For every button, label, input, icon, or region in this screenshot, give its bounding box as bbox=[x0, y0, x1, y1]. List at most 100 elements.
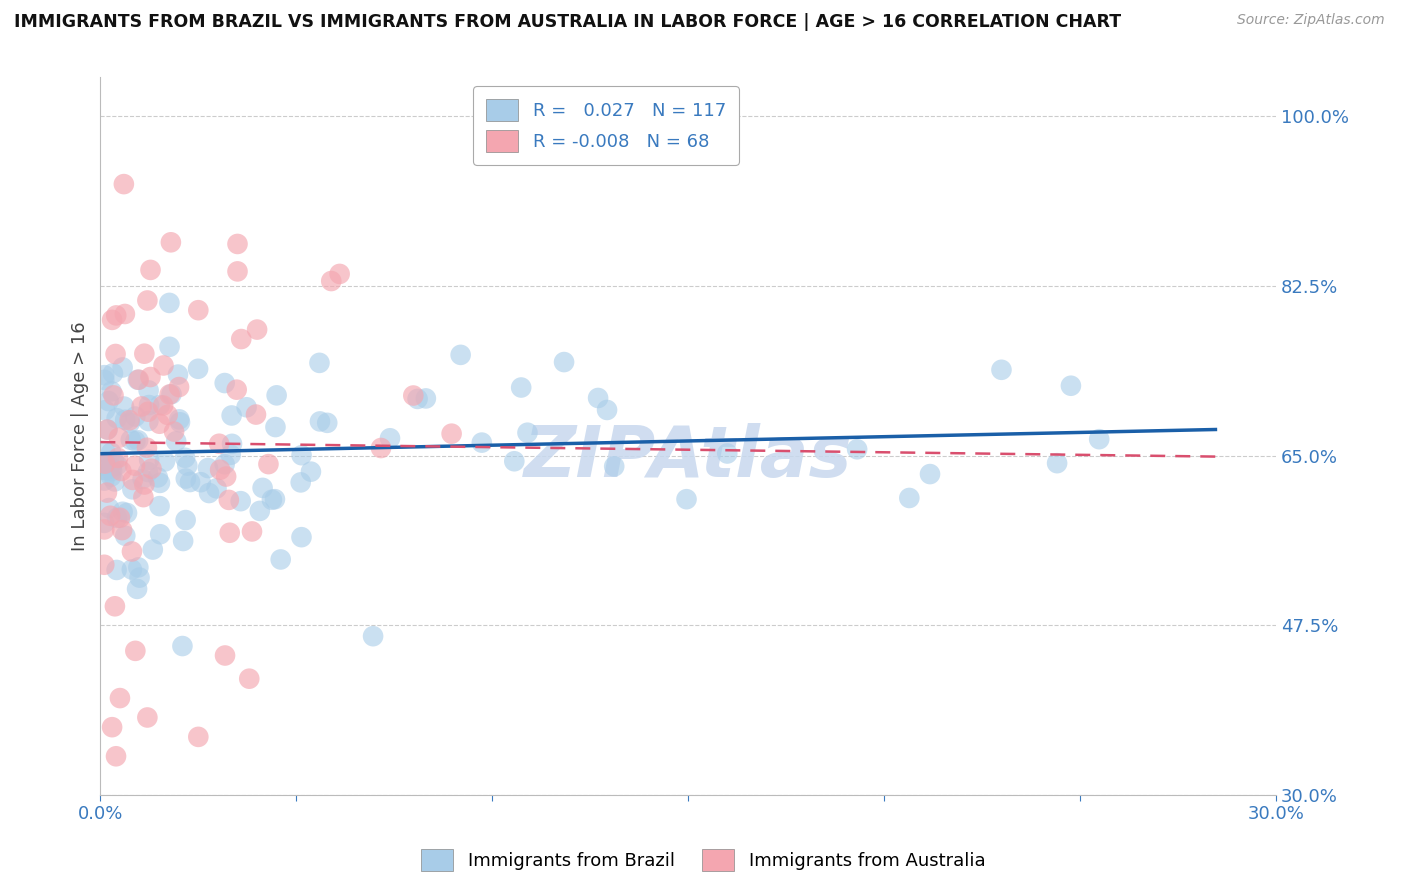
Point bbox=[127, 373, 149, 387]
Point bbox=[190, 475, 212, 490]
Point bbox=[128, 571, 150, 585]
Point bbox=[167, 368, 190, 382]
Point bbox=[105, 749, 128, 764]
Point bbox=[120, 433, 142, 447]
Point bbox=[148, 417, 170, 431]
Point bbox=[100, 384, 122, 399]
Point bbox=[209, 463, 232, 477]
Point bbox=[1088, 432, 1111, 446]
Point bbox=[136, 710, 159, 724]
Point bbox=[231, 332, 253, 346]
Point bbox=[157, 296, 180, 310]
Point bbox=[93, 368, 115, 383]
Point bbox=[918, 467, 941, 481]
Point bbox=[290, 475, 312, 490]
Point bbox=[174, 513, 197, 527]
Point bbox=[139, 263, 162, 277]
Point bbox=[229, 494, 252, 508]
Point bbox=[103, 388, 125, 402]
Point bbox=[131, 400, 153, 414]
Point bbox=[93, 373, 115, 387]
Point bbox=[402, 388, 425, 402]
Text: Source: ZipAtlas.com: Source: ZipAtlas.com bbox=[1237, 13, 1385, 28]
Point bbox=[149, 527, 172, 541]
Point bbox=[214, 457, 236, 471]
Point bbox=[153, 454, 176, 468]
Point bbox=[264, 492, 287, 507]
Point bbox=[107, 450, 129, 465]
Point bbox=[134, 477, 156, 491]
Point bbox=[252, 481, 274, 495]
Point bbox=[172, 534, 194, 549]
Point bbox=[245, 408, 267, 422]
Point bbox=[94, 403, 117, 417]
Point bbox=[308, 356, 330, 370]
Y-axis label: In Labor Force | Age > 16: In Labor Force | Age > 16 bbox=[72, 321, 89, 551]
Point bbox=[159, 387, 181, 401]
Point bbox=[290, 448, 312, 462]
Point bbox=[321, 274, 343, 288]
Point bbox=[316, 416, 339, 430]
Point bbox=[136, 293, 159, 308]
Point bbox=[329, 267, 352, 281]
Point bbox=[138, 452, 160, 467]
Point bbox=[111, 523, 134, 537]
Point bbox=[138, 398, 160, 412]
Point bbox=[510, 380, 533, 394]
Text: ZIPAtlas: ZIPAtlas bbox=[524, 424, 852, 492]
Point bbox=[218, 525, 240, 540]
Point bbox=[174, 471, 197, 485]
Point bbox=[115, 506, 138, 520]
Point bbox=[1046, 456, 1069, 470]
Point bbox=[221, 437, 243, 451]
Point bbox=[104, 599, 127, 614]
Point bbox=[98, 508, 121, 523]
Point bbox=[290, 530, 312, 544]
Point bbox=[105, 511, 128, 525]
Point bbox=[1060, 378, 1083, 392]
Point bbox=[603, 459, 626, 474]
Point bbox=[108, 691, 131, 706]
Point bbox=[103, 454, 125, 468]
Point bbox=[94, 463, 117, 477]
Point bbox=[114, 529, 136, 543]
Point bbox=[169, 415, 191, 429]
Point bbox=[586, 391, 609, 405]
Point bbox=[226, 236, 249, 251]
Point bbox=[167, 380, 190, 394]
Point bbox=[100, 469, 122, 483]
Point bbox=[128, 373, 150, 387]
Text: IMMIGRANTS FROM BRAZIL VS IMMIGRANTS FROM AUSTRALIA IN LABOR FORCE | AGE > 16 CO: IMMIGRANTS FROM BRAZIL VS IMMIGRANTS FRO… bbox=[14, 13, 1121, 31]
Point bbox=[240, 524, 263, 539]
Point bbox=[270, 552, 292, 566]
Point bbox=[716, 446, 738, 460]
Point bbox=[111, 505, 134, 519]
Point bbox=[152, 359, 174, 373]
Point bbox=[142, 542, 165, 557]
Point bbox=[225, 383, 247, 397]
Point bbox=[112, 177, 135, 191]
Point bbox=[163, 425, 186, 439]
Point bbox=[105, 411, 128, 425]
Point bbox=[132, 490, 155, 504]
Point bbox=[93, 474, 115, 488]
Point bbox=[136, 441, 159, 455]
Point bbox=[260, 492, 283, 507]
Point bbox=[96, 485, 118, 500]
Point bbox=[118, 413, 141, 427]
Point bbox=[100, 445, 122, 459]
Point bbox=[221, 409, 243, 423]
Legend: R =   0.027   N = 117, R = -0.008   N = 68: R = 0.027 N = 117, R = -0.008 N = 68 bbox=[474, 87, 738, 165]
Point bbox=[127, 560, 149, 574]
Point bbox=[97, 394, 120, 409]
Point bbox=[160, 387, 183, 401]
Point bbox=[101, 464, 124, 478]
Point bbox=[503, 454, 526, 468]
Point bbox=[675, 492, 697, 507]
Point bbox=[249, 504, 271, 518]
Point bbox=[174, 450, 197, 465]
Point bbox=[450, 348, 472, 362]
Point bbox=[596, 403, 619, 417]
Point bbox=[93, 516, 115, 530]
Point bbox=[121, 473, 143, 487]
